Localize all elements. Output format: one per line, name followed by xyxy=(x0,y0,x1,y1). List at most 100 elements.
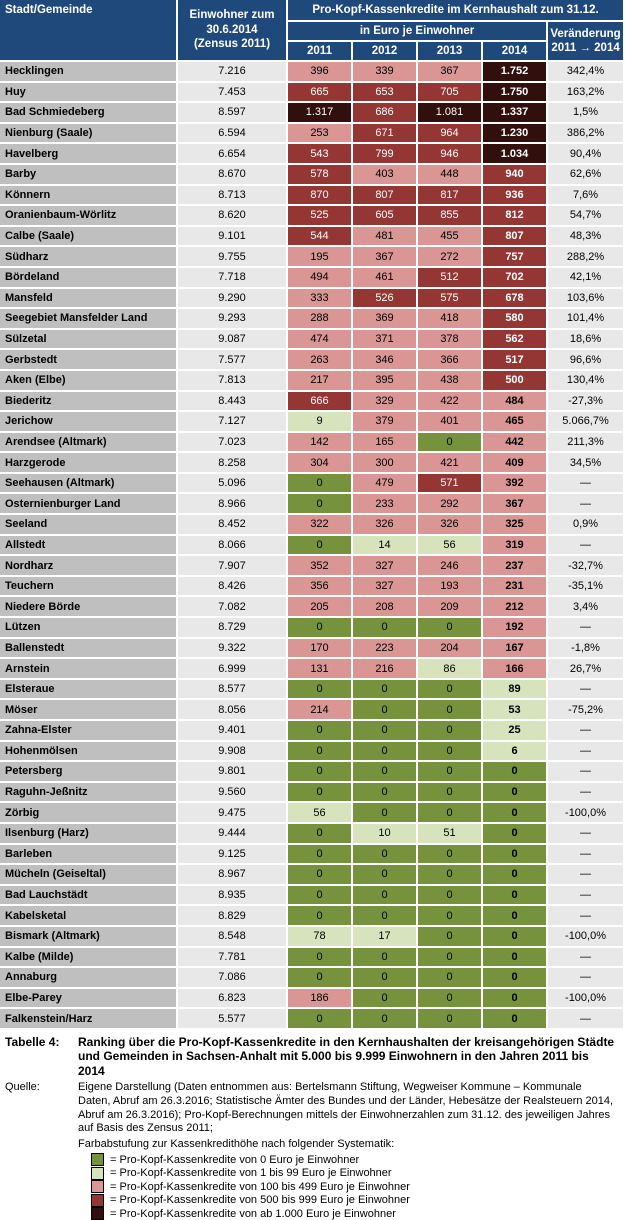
city-cell: Arendsee (Altmark) xyxy=(0,432,178,454)
value-cell-2011: 0 xyxy=(288,906,353,927)
city-cell: Allstedt xyxy=(0,535,178,557)
population-cell: 9.087 xyxy=(178,329,288,351)
value-cell-2013: 246 xyxy=(418,556,483,577)
source-label: Quelle: xyxy=(5,1081,40,1094)
change-cell: — xyxy=(548,494,625,516)
value-cell-2011: 0 xyxy=(288,473,353,495)
population-cell: 9.101 xyxy=(178,226,288,248)
city-cell: Ilsenburg (Harz) xyxy=(0,823,178,845)
legend-swatch xyxy=(91,1153,104,1167)
population-cell: 7.577 xyxy=(178,350,288,371)
table-number-label: Tabelle 4: xyxy=(5,1034,60,1049)
city-cell: Seeland xyxy=(0,515,178,536)
table-row: Arnstein 6.999 131 216 86 166 26,7% xyxy=(0,659,625,680)
change-cell: -27,3% xyxy=(548,391,625,413)
value-cell-2012: 339 xyxy=(353,62,418,83)
value-cell-2014: 442 xyxy=(483,432,548,454)
col-header-year-2011: 2011 xyxy=(288,42,353,62)
value-cell-2012: 327 xyxy=(353,576,418,598)
value-cell-2013: 326 xyxy=(418,515,483,536)
table-row: Jerichow 7.127 9 379 401 465 5.066,7% xyxy=(0,412,625,433)
table-row: Seehausen (Altmark) 5.096 0 479 571 392— xyxy=(0,473,625,495)
city-cell: Mücheln (Geiseltal) xyxy=(0,865,178,886)
change-cell: 26,7% xyxy=(548,659,625,680)
value-cell-2013: 0 xyxy=(418,700,483,721)
value-cell-2012: 671 xyxy=(353,123,418,145)
city-cell: Biederitz xyxy=(0,391,178,413)
value-cell-2013: 705 xyxy=(418,82,483,104)
value-cell-2013: 855 xyxy=(418,206,483,227)
value-cell-2012: 0 xyxy=(353,803,418,824)
value-cell-2011: 0 xyxy=(288,968,353,989)
population-cell: 9.475 xyxy=(178,803,288,824)
value-cell-2012: 0 xyxy=(353,844,418,866)
value-cell-2011: 333 xyxy=(288,288,353,310)
change-cell: 96,6% xyxy=(548,350,625,371)
value-cell-2012: 327 xyxy=(353,556,418,577)
value-cell-2014: 940 xyxy=(483,164,548,186)
city-cell: Sülzetal xyxy=(0,329,178,351)
city-cell: Nordharz xyxy=(0,556,178,577)
table-row: Elsteraue 8.577 0 0 0 89— xyxy=(0,679,625,701)
value-cell-2014: 89 xyxy=(483,679,548,701)
population-cell: 8.620 xyxy=(178,206,288,227)
change-cell: -100,0% xyxy=(548,988,625,1010)
value-cell-2014: 0 xyxy=(483,762,548,783)
change-cell: 62,6% xyxy=(548,164,625,186)
value-cell-2014: 465 xyxy=(483,412,548,433)
value-cell-2011: 131 xyxy=(288,659,353,680)
table-row: Kalbe (Milde) 7.781 0 0 0 0— xyxy=(0,947,625,969)
value-cell-2013: 1.081 xyxy=(418,103,483,124)
population-cell: 9.560 xyxy=(178,782,288,804)
city-cell: Nienburg (Saale) xyxy=(0,123,178,145)
value-cell-2014: 25 xyxy=(483,721,548,742)
value-cell-2013: 448 xyxy=(418,164,483,186)
value-cell-2014: 392 xyxy=(483,473,548,495)
value-cell-2012: 653 xyxy=(353,82,418,104)
value-cell-2014: 237 xyxy=(483,556,548,577)
change-cell: — xyxy=(548,823,625,845)
table-row: Nienburg (Saale) 6.594 253 671 964 1.230 386,2… xyxy=(0,123,625,145)
population-cell: 5.096 xyxy=(178,473,288,495)
value-cell-2012: 403 xyxy=(353,164,418,186)
col-header-city: Stadt/Gemeinde xyxy=(0,0,178,62)
table-row: Bördeland 7.718 494 461 512 702 42,1% xyxy=(0,267,625,289)
value-cell-2011: 352 xyxy=(288,556,353,577)
change-cell: — xyxy=(548,473,625,495)
table-row: Falkenstein/Harz 5.577 0 0 0 0— xyxy=(0,1009,625,1030)
value-cell-2014: 0 xyxy=(483,865,548,886)
table-row: Ilsenburg (Harz) 9.444 0 10 51 0— xyxy=(0,823,625,845)
value-cell-2014: 319 xyxy=(483,535,548,557)
table-body: Hecklingen 7.216 396 339 367 1.752 342,4% Huy 7.… xyxy=(0,62,625,1030)
value-cell-2011: 666 xyxy=(288,391,353,413)
value-cell-2013: 571 xyxy=(418,473,483,495)
change-cell: — xyxy=(548,1009,625,1030)
value-cell-2013: 0 xyxy=(418,432,483,454)
change-cell: — xyxy=(548,885,625,907)
value-cell-2014: 0 xyxy=(483,968,548,989)
value-cell-2014: 167 xyxy=(483,638,548,660)
city-cell: Bördeland xyxy=(0,267,178,289)
change-cell: -1,8% xyxy=(548,638,625,660)
value-cell-2012: 0 xyxy=(353,700,418,721)
city-cell: Oranienbaum-Wörlitz xyxy=(0,206,178,227)
city-cell: Niedere Börde xyxy=(0,597,178,619)
legend-item: = Pro-Kopf-Kassenkredite von ab 1.000 Eu… xyxy=(91,1207,615,1220)
population-cell: 9.293 xyxy=(178,309,288,330)
population-cell: 8.056 xyxy=(178,700,288,721)
value-cell-2012: 233 xyxy=(353,494,418,516)
value-cell-2011: 578 xyxy=(288,164,353,186)
value-cell-2012: 346 xyxy=(353,350,418,371)
change-cell: 18,6% xyxy=(548,329,625,351)
change-cell: 48,3% xyxy=(548,226,625,248)
change-cell: — xyxy=(548,865,625,886)
col-header-population-line1: Einwohner zum xyxy=(189,8,275,21)
change-cell: 0,9% xyxy=(548,515,625,536)
population-cell: 8.548 xyxy=(178,926,288,948)
value-cell-2012: 799 xyxy=(353,144,418,165)
change-cell: -100,0% xyxy=(548,926,625,948)
value-cell-2014: 6 xyxy=(483,741,548,763)
value-cell-2012: 0 xyxy=(353,947,418,969)
value-cell-2012: 481 xyxy=(353,226,418,248)
